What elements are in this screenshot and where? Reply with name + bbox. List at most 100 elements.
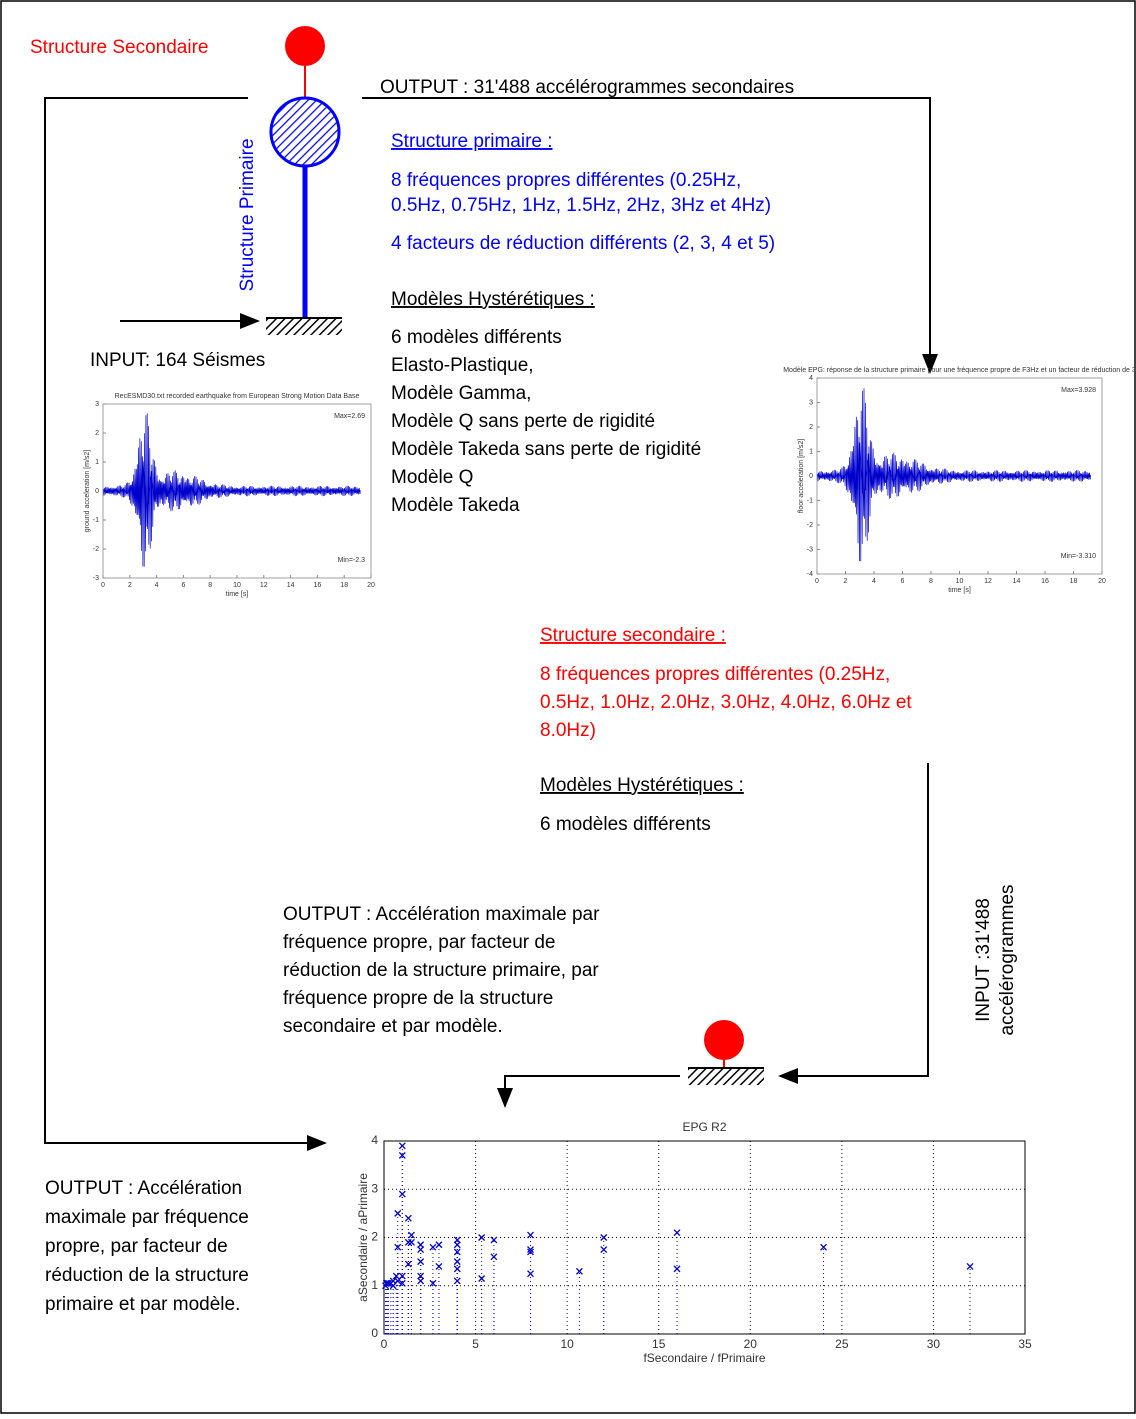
label: Structure Secondaire	[30, 37, 209, 58]
y-tick-label: 4	[809, 375, 813, 382]
text-line: Modèle Q	[391, 467, 473, 488]
x-tick-label: 12	[984, 578, 992, 585]
heading: Modèles Hystérétiques :	[391, 289, 595, 310]
x-tick-label: 10	[560, 1337, 574, 1351]
label: OUTPUT : 31'488 accélérogrammes secondai…	[380, 77, 794, 98]
text-line: propre, par facteur de	[45, 1236, 228, 1257]
x-tick-label: 15	[652, 1337, 666, 1351]
max-label: Max=3.928	[1061, 387, 1096, 394]
ground	[688, 1069, 764, 1085]
y-tick-label: -3	[807, 546, 813, 553]
text-line: 8 fréquences propres différentes (0.25Hz…	[391, 170, 741, 191]
x-tick-label: 0	[101, 582, 105, 589]
x-tick-label: 4	[872, 578, 876, 585]
y-tick-label: 3	[809, 399, 813, 406]
x-tick-label: 8	[208, 582, 212, 589]
x-tick-label: 25	[835, 1337, 849, 1351]
text-line: Modèle Takeda	[391, 495, 520, 516]
y-tick-label: 0	[95, 488, 99, 495]
y-tick-label: -2	[93, 546, 99, 553]
y-tick-label: 0	[371, 1326, 378, 1340]
secondary-mass	[704, 1020, 744, 1060]
y-tick-label: 1	[95, 459, 99, 466]
x-tick-label: 14	[1013, 578, 1021, 585]
x-tick-label: 0	[381, 1337, 388, 1351]
x-tick-label: 14	[287, 582, 295, 589]
chart-title: EPG R2	[682, 1120, 726, 1134]
y-tick-label: 2	[371, 1230, 378, 1244]
heading: Modèles Hystérétiques :	[540, 775, 744, 796]
x-axis-label: time [s]	[226, 591, 249, 598]
x-tick-label: 10	[956, 578, 964, 585]
x-tick-label: 2	[128, 582, 132, 589]
y-tick-label: 3	[371, 1181, 378, 1195]
y-tick-label: 2	[809, 424, 813, 431]
text-line: 6 modèles différents	[391, 327, 562, 348]
y-axis-label: floor acceleration [m/s2]	[798, 439, 805, 513]
text-line: Modèle Takeda sans perte de rigidité	[391, 439, 701, 460]
y-tick-label: 3	[95, 401, 99, 408]
x-tick-label: 20	[367, 582, 375, 589]
x-tick-label: 16	[314, 582, 322, 589]
x-tick-label: 5	[472, 1337, 479, 1351]
text-line: 8 fréquences propres différentes (0.25Hz…	[540, 664, 890, 685]
x-tick-label: 0	[815, 578, 819, 585]
y-tick-label: 4	[371, 1133, 378, 1147]
x-tick-label: 18	[1070, 578, 1078, 585]
y-tick-label: -1	[807, 497, 813, 504]
text-line: primaire et par modèle.	[45, 1294, 240, 1315]
y-tick-label: 1	[371, 1278, 378, 1292]
y-tick-label: -3	[93, 575, 99, 582]
x-tick-label: 12	[260, 582, 268, 589]
text-line: réduction de la structure	[45, 1265, 249, 1286]
plot-title: Modèle EPG: réponse de la structure prim…	[783, 367, 1136, 374]
text-line: 8.0Hz)	[540, 720, 596, 741]
text-line: 0.5Hz, 1.0Hz, 2.0Hz, 3.0Hz, 4.0Hz, 6.0Hz…	[540, 692, 912, 713]
y-tick-label: 1	[809, 448, 813, 455]
text-line: 0.5Hz, 0.75Hz, 1Hz, 1.5Hz, 2Hz, 3Hz et 4…	[391, 195, 771, 216]
heading: Structure secondaire :	[540, 625, 726, 646]
label: accélérogrammes	[997, 885, 1018, 1036]
x-axis-label: fSecondaire / fPrimaire	[643, 1351, 765, 1365]
page: Structure Secondaire Structure Primaire …	[0, 0, 1136, 1419]
label: INPUT: 164 Séismes	[90, 350, 265, 371]
x-tick-label: 30	[927, 1337, 941, 1351]
x-tick-label: 8	[929, 578, 933, 585]
ground	[266, 319, 342, 335]
text-line: maximale par fréquence	[45, 1207, 249, 1228]
x-tick-label: 20	[1098, 578, 1106, 585]
x-tick-label: 16	[1041, 578, 1049, 585]
diagram: Structure Secondaire Structure Primaire …	[0, 0, 1136, 1414]
heading: Structure primaire :	[391, 131, 553, 152]
x-tick-label: 6	[181, 582, 185, 589]
y-tick-label: -4	[807, 571, 813, 578]
min-label: Min=-2.3	[338, 557, 366, 564]
x-tick-label: 18	[340, 582, 348, 589]
y-tick-label: 2	[95, 430, 99, 437]
y-tick-label: -1	[93, 517, 99, 524]
x-tick-label: 6	[901, 578, 905, 585]
max-label: Max=2.69	[334, 413, 365, 420]
x-axis-label: time [s]	[948, 587, 971, 594]
label: INPUT :31'488	[973, 898, 994, 1022]
text-line: fréquence propre de la structure	[283, 988, 553, 1009]
min-label: Min=-3.310	[1061, 553, 1096, 560]
y-axis-label: aSecondaire / aPrimaire	[356, 1173, 370, 1302]
x-tick-label: 4	[155, 582, 159, 589]
x-tick-label: 2	[844, 578, 848, 585]
text-line: Modèle Gamma,	[391, 383, 531, 404]
x-tick-label: 10	[233, 582, 241, 589]
y-tick-label: 0	[809, 473, 813, 480]
label: Structure Primaire	[237, 138, 258, 291]
primary-mass	[271, 98, 339, 166]
text-line: OUTPUT : Accélération	[45, 1178, 242, 1199]
secondary-mass	[285, 26, 325, 66]
text-line: 6 modèles différents	[540, 814, 711, 835]
plot-title: RecESMD30.txt recorded earthquake from E…	[115, 393, 360, 400]
text-line: Elasto-Plastique,	[391, 355, 534, 376]
text-line: réduction de la structure primaire, par	[283, 960, 599, 981]
y-tick-label: -2	[807, 522, 813, 529]
text-line: OUTPUT : Accélération maximale par	[283, 904, 600, 925]
text-line: fréquence propre, par facteur de	[283, 932, 556, 953]
y-axis-label: ground acceleration [m/s2]	[84, 450, 91, 533]
